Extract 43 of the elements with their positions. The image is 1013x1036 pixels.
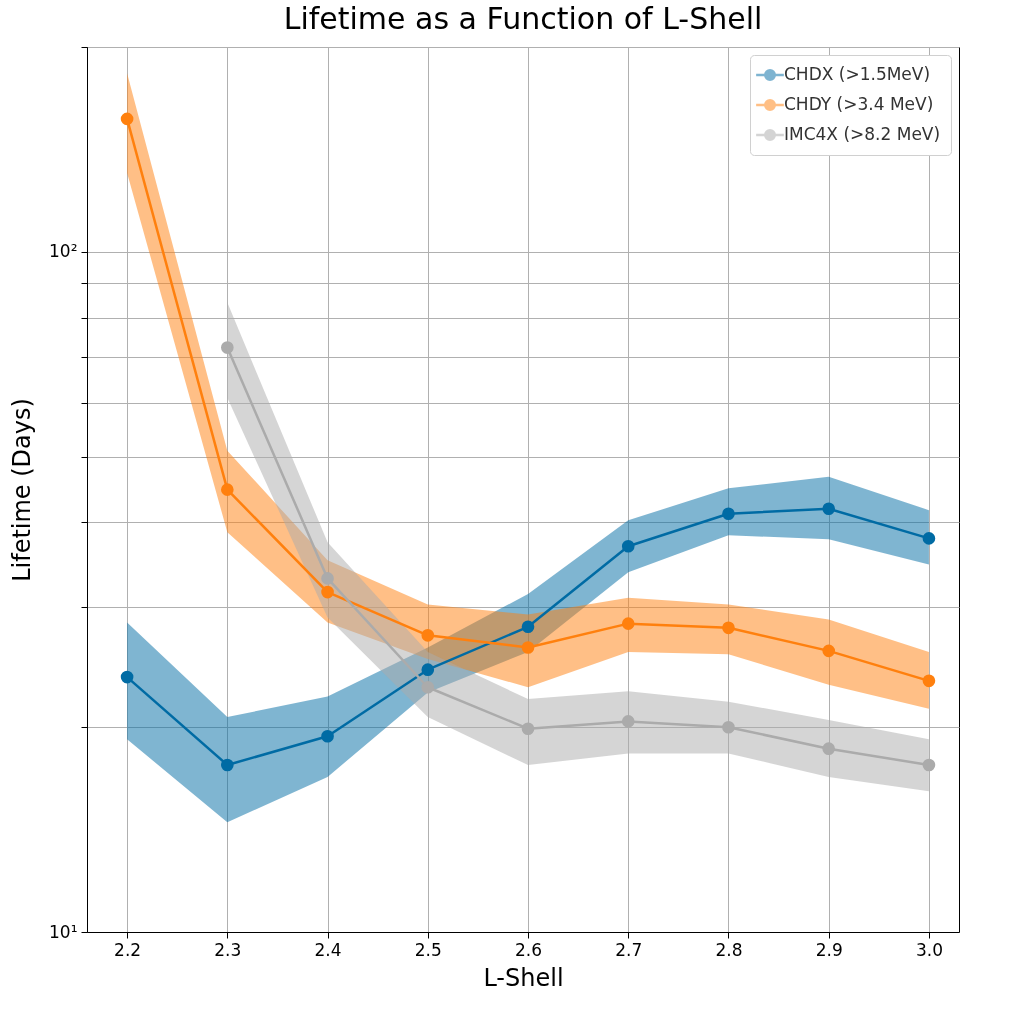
point [722,720,735,734]
point [221,341,234,354]
point [922,674,936,688]
point [521,620,535,634]
point [421,680,435,694]
legend-label: IMC4X (>8.2 MeV) [784,124,941,144]
x-tick-label: 2.9 [815,939,843,960]
point [321,572,334,585]
point [822,502,836,516]
y-axis-title: Lifetime (Days) [8,398,37,582]
legend-label: CHDX (>1.5MeV) [784,64,931,84]
point [521,722,535,736]
x-tick-label: 2.4 [314,939,342,960]
point [421,629,435,642]
x-tick-label: 2.2 [114,939,142,960]
point [120,670,134,684]
y-tick-label: 10² [49,241,78,262]
point [621,715,635,728]
point [722,507,735,521]
point [421,663,435,677]
point [221,758,234,772]
x-tick-label: 3.0 [915,939,943,960]
point [922,532,936,545]
chart-title: Lifetime as a Function of L-Shell [283,0,763,36]
point [822,742,836,755]
point [822,644,836,658]
x-axis-title: L-Shell [483,963,564,992]
legend-label: CHDY (>3.4 MeV) [784,94,934,114]
x-tick-label: 2.3 [214,939,242,960]
point [621,539,635,553]
x-tick-label: 2.6 [514,939,543,960]
y-tick-label: 10¹ [49,921,78,942]
point [321,585,334,599]
point [221,483,234,496]
point [521,641,535,654]
point [722,621,735,635]
point [922,758,936,772]
x-tick-label: 2.7 [615,939,643,960]
point [120,112,134,126]
x-tick-label: 2.8 [715,939,743,960]
x-tick-label: 2.5 [414,939,442,960]
point [321,729,334,743]
point [621,617,635,630]
